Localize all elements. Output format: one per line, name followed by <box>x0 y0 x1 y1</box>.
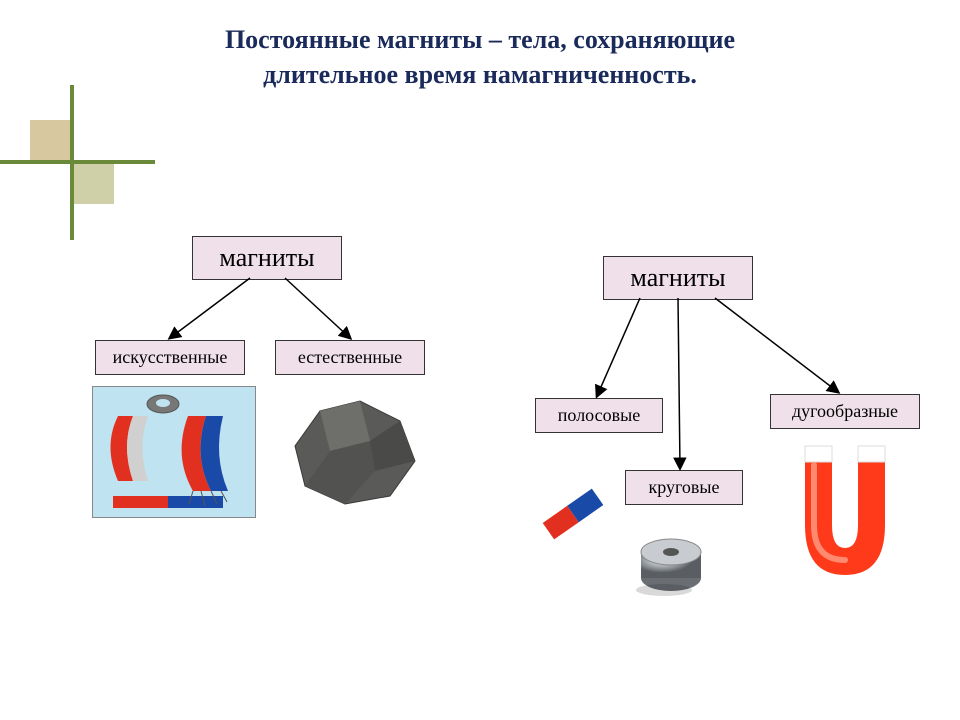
image-horseshoe-magnet <box>780 440 910 590</box>
title-line-1: Постоянные магниты – тела, сохраняющие <box>225 25 735 54</box>
artificial-magnets-icon <box>93 386 255 518</box>
lodestone-icon <box>275 386 435 516</box>
page-title: Постоянные магниты – тела, сохраняющие д… <box>0 0 960 92</box>
ring-magnet-icon <box>628 520 714 606</box>
title-line-2: длительное время намагниченность. <box>263 60 697 89</box>
bar-magnet-icon <box>533 474 613 554</box>
right-child-bar-label: полосовые <box>558 405 640 425</box>
horseshoe-magnet-icon <box>780 440 910 590</box>
right-child-ring: круговые <box>625 470 743 505</box>
image-ring-magnet <box>628 520 714 606</box>
left-child-natural-label: естественные <box>298 347 402 367</box>
right-child-horseshoe: дугообразные <box>770 394 920 429</box>
left-root-label: магниты <box>219 243 314 272</box>
left-child-artificial: искусственные <box>95 340 245 375</box>
left-child-artificial-label: искусственные <box>113 347 228 367</box>
left-root-box: магниты <box>192 236 342 280</box>
image-bar-magnet <box>533 474 613 554</box>
right-child-bar: полосовые <box>535 398 663 433</box>
left-child-natural: естественные <box>275 340 425 375</box>
right-child-horseshoe-label: дугообразные <box>792 401 898 421</box>
right-child-ring-label: круговые <box>648 477 719 497</box>
image-artificial-magnets <box>92 386 256 518</box>
deco-square-1 <box>30 120 70 160</box>
right-root-box: магниты <box>603 256 753 300</box>
right-root-label: магниты <box>630 263 725 292</box>
image-natural-magnet <box>275 386 435 516</box>
deco-square-2 <box>74 164 114 204</box>
